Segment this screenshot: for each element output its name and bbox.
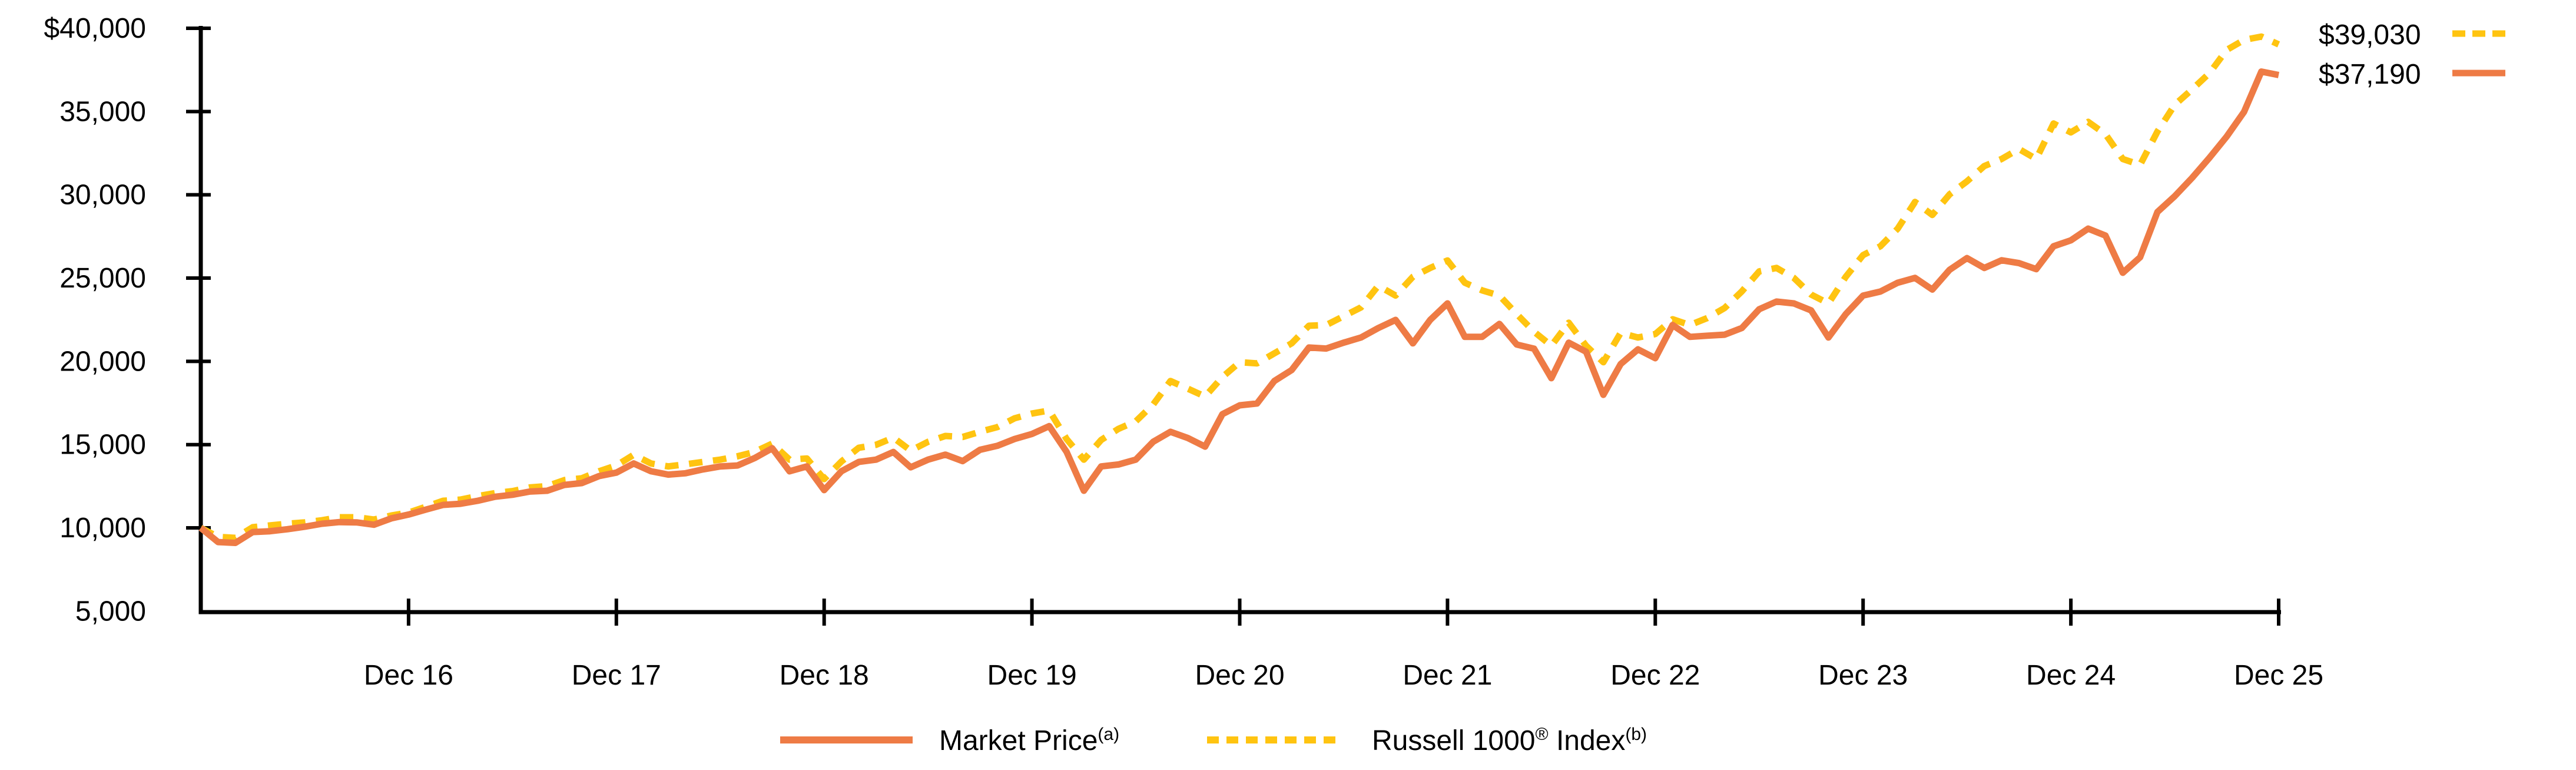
y-tick-label: 10,000 (59, 513, 146, 544)
x-tick-label: Dec 20 (1195, 660, 1284, 691)
x-tick-label: Dec 19 (987, 660, 1077, 691)
end-label-russell-1000-index: $39,030 (2319, 19, 2421, 51)
legend-label-russell-1000-index: Russell 1000® Index(b) (1372, 725, 1647, 756)
y-tick-label: 25,000 (59, 263, 146, 294)
x-tick-label: Dec 22 (1610, 660, 1700, 691)
y-tick-label: 35,000 (59, 96, 146, 127)
x-tick-label: Dec 16 (364, 660, 453, 691)
x-tick-label: Dec 23 (1818, 660, 1908, 691)
market-price-line (198, 68, 2280, 546)
x-tick-label: Dec 18 (780, 660, 869, 691)
x-tick-label: Dec 25 (2234, 660, 2323, 691)
legend: Market Price(a) Russell 1000® Index(b) (780, 725, 1647, 756)
legend-label-market-price: Market Price(a) (939, 725, 1119, 756)
x-tick-label: Dec 17 (572, 660, 661, 691)
y-tick-label: $40,000 (44, 13, 146, 44)
x-tick-label: Dec 24 (2026, 660, 2116, 691)
y-tick-label: 30,000 (59, 180, 146, 211)
y-tick-label: 15,000 (59, 429, 146, 461)
y-tick-label: 5,000 (75, 596, 146, 627)
x-tick-label: Dec 21 (1403, 660, 1492, 691)
y-tick-label: 20,000 (59, 346, 146, 377)
russell-1000-index-line (199, 33, 2280, 541)
end-label-market-price: $37,190 (2319, 59, 2421, 90)
